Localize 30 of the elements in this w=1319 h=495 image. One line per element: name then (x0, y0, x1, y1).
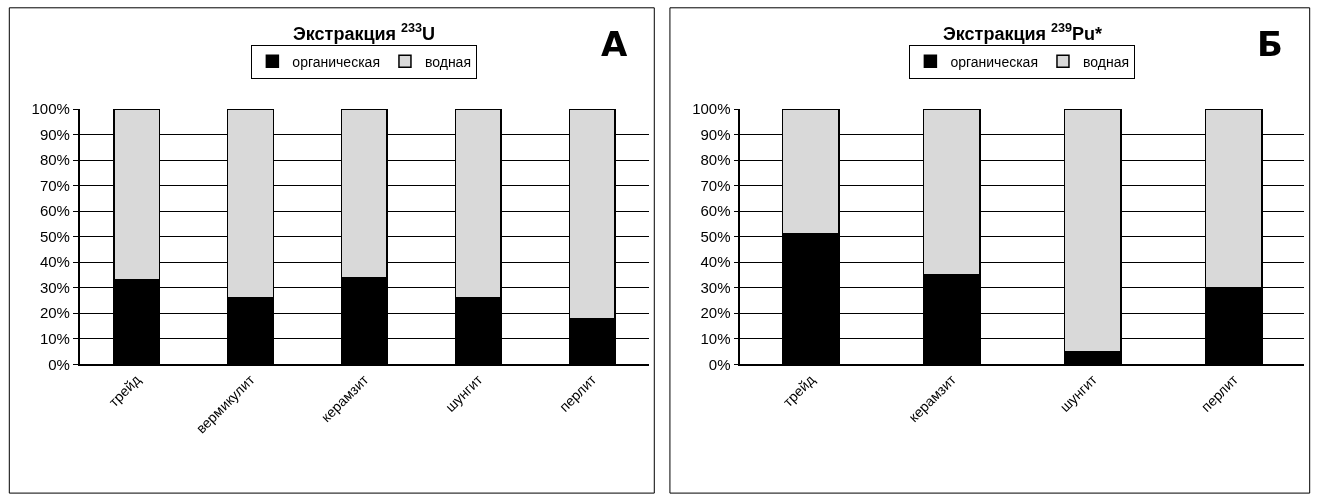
y-tick-label: 80% (39, 151, 70, 169)
y-tick-label: 20% (700, 304, 731, 322)
y-tick-label: 0% (48, 355, 70, 373)
legend-label: органическая (292, 53, 380, 70)
y-tick-label: 80% (700, 151, 731, 169)
y-tick-label: 70% (39, 176, 70, 194)
y-tick-label: 40% (700, 253, 731, 271)
y-tick-label: 10% (700, 330, 731, 348)
chart-title: Экстракция $^{239}$Pu* (943, 21, 1103, 44)
y-tick-label: 70% (700, 176, 731, 194)
y-tick-label: 90% (39, 125, 70, 143)
y-tick-label: 0% (708, 355, 731, 373)
legend-label: органическая (950, 53, 1038, 70)
y-tick-label: 100% (31, 100, 70, 118)
legend-label: водная (424, 53, 471, 70)
y-tick-label: 50% (39, 227, 70, 245)
chart-title: Экстракция $^{233}$U (293, 21, 436, 44)
y-tick-label: 60% (700, 202, 731, 220)
legend-label: водная (1082, 53, 1130, 70)
y-tick-label: 20% (39, 304, 70, 322)
text: Б (1257, 24, 1283, 64)
y-tick-label: 30% (39, 278, 70, 296)
y-tick-label: 10% (39, 330, 70, 348)
text: А (601, 24, 628, 64)
y-tick-label: 90% (700, 125, 731, 143)
y-tick-label: 100% (692, 100, 731, 118)
y-tick-label: 50% (700, 227, 731, 245)
y-tick-label: 60% (39, 202, 70, 220)
y-tick-label: 30% (700, 278, 731, 296)
y-tick-label: 40% (39, 253, 70, 271)
